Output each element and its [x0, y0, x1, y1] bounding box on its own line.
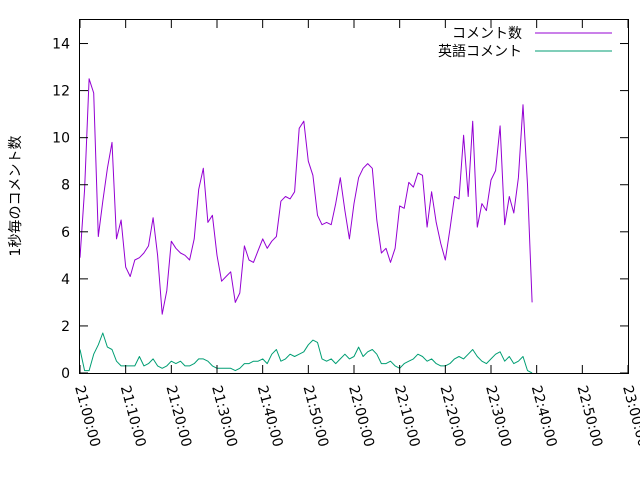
y-tick-label: 2 [61, 319, 70, 335]
y-tick-label: 12 [52, 84, 70, 100]
x-tick-label: 23:00:00 [619, 384, 640, 449]
x-tick-label: 22:20:00 [436, 384, 468, 449]
x-tick-label: 21:00:00 [71, 384, 103, 449]
y-tick-label: 10 [52, 131, 70, 147]
series-line-0 [79, 78, 533, 315]
y-tick-label: 14 [52, 37, 70, 53]
x-tick-label: 22:30:00 [482, 384, 514, 449]
x-tick-label: 22:00:00 [345, 384, 377, 449]
x-tick-label: 22:10:00 [391, 384, 423, 449]
x-tick-label: 22:50:00 [573, 384, 605, 449]
x-tick-label: 21:10:00 [117, 384, 149, 449]
legend-label: コメント数 [452, 26, 522, 42]
plot-area-border [79, 19, 629, 374]
x-tick-label: 21:40:00 [254, 384, 286, 449]
x-axis: 21:00:00 21:10:00 21:20:00 21:30:00 21:40:00… [71, 20, 640, 449]
y-axis-label: 1秒毎のコメント数 [8, 136, 24, 257]
x-tick-label: 21:20:00 [162, 384, 194, 449]
y-axis: 0 2 4 6 8 10 12 14 [52, 37, 628, 382]
x-tick-label: 22:40:00 [528, 384, 560, 449]
series-layer [79, 78, 533, 374]
x-tick-label: 21:30:00 [208, 384, 240, 449]
y-tick-label: 6 [61, 225, 70, 241]
legend-label: 英語コメント [438, 43, 522, 60]
x-tick-label: 21:50:00 [299, 384, 331, 449]
y-tick-label: 4 [61, 272, 70, 288]
y-tick-label: 0 [61, 366, 70, 382]
series-line-1 [79, 332, 533, 374]
y-tick-label: 8 [61, 178, 70, 194]
